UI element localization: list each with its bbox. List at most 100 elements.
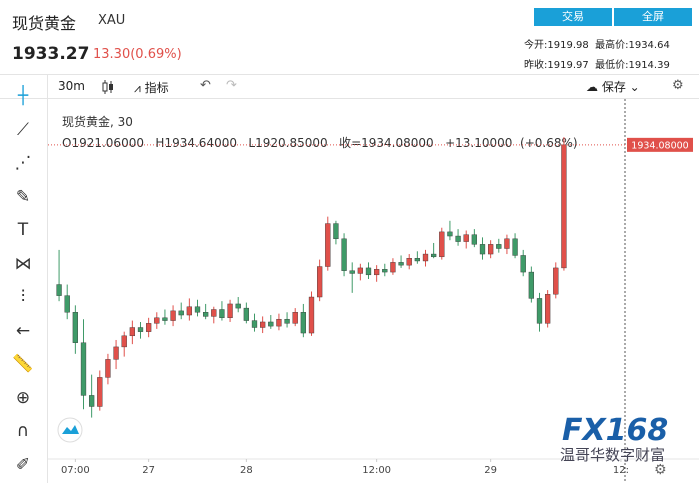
candle-body	[390, 262, 396, 273]
settings-button[interactable]: ⚙	[672, 78, 684, 93]
stat-label: 昨收:	[524, 60, 548, 71]
save-label: 保存	[601, 80, 626, 94]
stat-row: 今开:1919.98 最高价:1934.64	[524, 36, 670, 51]
x-tick-label: 27	[142, 465, 155, 476]
candle-body	[398, 262, 404, 266]
candle-body	[431, 253, 437, 258]
candle-body	[64, 295, 70, 313]
candle-body	[227, 303, 233, 319]
x-tick-label: 12:	[613, 465, 629, 476]
candle-body	[406, 258, 412, 266]
measure-tool[interactable]: ⫶	[20, 287, 26, 307]
settings-icon[interactable]: ⚙	[654, 462, 667, 478]
candle-body	[341, 238, 347, 271]
candle-body	[471, 234, 477, 245]
pattern-tool[interactable]: ⋈	[14, 253, 32, 274]
candle-body	[219, 309, 225, 319]
stat-value: 1919.97	[547, 60, 589, 71]
candle-body	[528, 271, 535, 299]
candle-body	[553, 267, 559, 295]
redo-button[interactable]: ↷	[226, 78, 237, 93]
zoom-tool[interactable]: ⊕	[15, 387, 31, 408]
stat-value: 1934.64	[628, 40, 670, 51]
candle-body	[439, 231, 445, 258]
candle-body	[154, 317, 160, 324]
brush-tool[interactable]: ✎	[15, 186, 31, 207]
candle-body	[235, 303, 241, 309]
stat-label: 最低价:	[595, 60, 629, 71]
candle-body	[137, 327, 144, 332]
candle-body	[113, 346, 119, 360]
x-tick-label: 07:00	[61, 465, 90, 476]
candle-body	[333, 223, 339, 240]
candle-body	[349, 270, 355, 274]
candle-body	[97, 377, 103, 407]
back-tool[interactable]: ←	[15, 320, 31, 341]
stat-label: 最高价:	[595, 40, 629, 51]
candle-body	[284, 318, 290, 324]
trade-button[interactable]: 交易	[534, 8, 612, 26]
candle-body	[268, 321, 274, 327]
magnet-tool[interactable]: ∩	[16, 421, 30, 441]
line-tool[interactable]: ⟋	[17, 119, 29, 140]
candle-body	[211, 309, 217, 317]
candle-body	[145, 323, 152, 332]
candle-body	[129, 327, 136, 337]
candle-body	[545, 294, 551, 324]
price: 1933.27	[12, 44, 90, 64]
candle-body	[105, 359, 111, 378]
x-tick-label: 12:00	[362, 465, 391, 476]
candle-body	[504, 238, 510, 249]
candle-body	[243, 307, 250, 321]
fullscreen-button[interactable]: 全屏	[614, 8, 692, 26]
stat-label: 今开:	[524, 40, 548, 51]
ruler-tool[interactable]: 📏	[12, 354, 34, 374]
stat-row: 昨收:1919.97 最低价:1914.39	[524, 56, 670, 71]
candle-body	[72, 312, 78, 343]
text-tool[interactable]: T	[17, 220, 29, 240]
last-price-label: 1934.08000	[631, 140, 688, 151]
instrument-title: 现货黄金	[12, 14, 77, 33]
candle-body	[162, 317, 168, 321]
x-tick-label: 29	[484, 465, 497, 476]
candle-body	[121, 335, 127, 348]
undo-button[interactable]: ↶	[200, 78, 211, 93]
watermark-text: 温哥华数字财富	[560, 446, 665, 464]
x-tick-label: 28	[240, 465, 253, 476]
legend-values: O1921.06000 H1934.64000 L1920.85000 收=19…	[62, 136, 578, 150]
candle-body	[561, 144, 567, 269]
watermark-logo: FX168	[562, 413, 668, 448]
drawing-toolbar: ┼ ⟋ ⋰ ✎ T ⋈ ⫶ ← 📏 ⊕ ∩ ✐	[8, 80, 38, 482]
indicator-label: 指标	[144, 81, 169, 95]
candle-body	[170, 310, 176, 321]
candle-body	[512, 238, 518, 256]
candle-body	[251, 320, 258, 328]
crosshair-tool[interactable]: ┼	[17, 86, 29, 106]
stat-value: 1919.98	[547, 40, 589, 51]
indicator-button[interactable]: ⩘ 指标	[134, 81, 169, 95]
candle-body	[276, 318, 282, 327]
candle-body	[317, 266, 323, 298]
candle-body	[536, 298, 543, 324]
candle-body	[479, 244, 486, 255]
candle-body	[260, 321, 266, 328]
lock-tool[interactable]: ✐	[15, 454, 31, 475]
candle-body	[463, 234, 469, 242]
candle-type-icon[interactable]	[100, 79, 116, 95]
price-change: 13.30(0.69%)	[93, 47, 182, 62]
last-price-box	[627, 137, 693, 152]
candle-body	[488, 244, 494, 255]
candle-body	[178, 310, 184, 316]
stat-value: 1914.39	[628, 60, 670, 71]
candle-body	[496, 244, 502, 249]
candle-body	[374, 269, 380, 276]
divider	[0, 74, 699, 75]
candle-body	[422, 253, 429, 262]
save-button[interactable]: ☁ 保存 ⌄	[586, 80, 640, 94]
candle-body	[186, 306, 193, 316]
interval-button[interactable]: 30m	[58, 79, 85, 93]
fib-tool[interactable]: ⋰	[14, 153, 32, 173]
divider	[47, 74, 48, 483]
